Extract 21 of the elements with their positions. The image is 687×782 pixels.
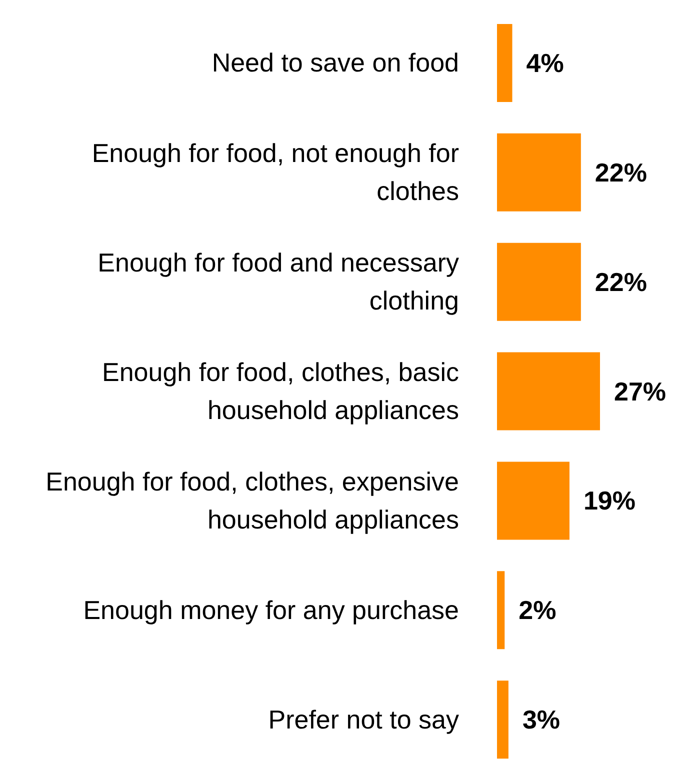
- bar: [497, 680, 508, 759]
- bar: [497, 133, 581, 212]
- bar: [497, 462, 570, 540]
- y-tick-label: Enough money for any purchase: [83, 594, 459, 625]
- bar: [497, 571, 505, 650]
- y-tick-label: Enough for food and necessary clothing: [98, 248, 459, 316]
- bar: [497, 352, 600, 430]
- data-label: 27%: [614, 376, 666, 406]
- data-label: 22%: [594, 266, 647, 297]
- data-label: 22%: [594, 157, 647, 188]
- bar: [497, 242, 581, 321]
- data-label: 3%: [522, 704, 560, 735]
- data-label: 2%: [518, 595, 556, 626]
- y-tick-label: Need to save on food: [212, 48, 459, 78]
- y-tick-label: Prefer not to say: [268, 704, 459, 734]
- y-tick-label: Enough for food, not enough for clothes: [92, 138, 460, 206]
- data-label: 19%: [583, 486, 636, 516]
- y-tick-label: Enough for food, clothes, expensive household appliances: [46, 466, 459, 534]
- data-label: 4%: [526, 48, 564, 78]
- bar: [497, 24, 512, 102]
- y-tick-label: Enough for food, clothes, basic household appliances: [102, 357, 459, 425]
